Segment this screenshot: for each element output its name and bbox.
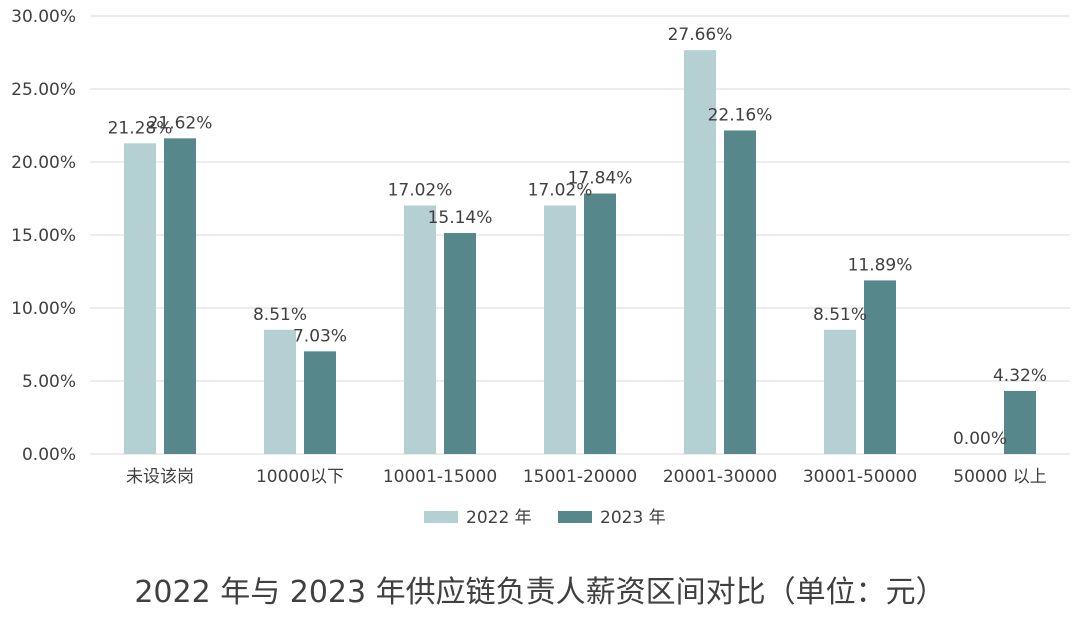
data-label: 21.62% (148, 113, 213, 133)
category-label: 50000 以上 (953, 467, 1046, 487)
y-tick-label: 0.00% (22, 445, 76, 465)
category-label: 10001-15000 (383, 467, 497, 487)
data-label: 11.89% (848, 255, 913, 275)
category-label: 未设该岗 (126, 467, 194, 487)
category-label: 20001-30000 (663, 467, 777, 487)
category-label: 30001-50000 (803, 467, 917, 487)
bar-2022 (124, 143, 156, 454)
legend-swatch-2022 (424, 511, 458, 523)
y-tick-label: 25.00% (11, 80, 76, 100)
y-tick-label: 5.00% (22, 372, 76, 392)
bar-2023 (164, 138, 196, 454)
data-label: 4.32% (993, 366, 1047, 386)
data-label: 17.02% (388, 181, 453, 201)
bar-2023 (864, 280, 896, 454)
data-label: 8.51% (253, 305, 307, 325)
data-label: 7.03% (293, 326, 347, 346)
legend-label: 2022 年 (466, 508, 532, 528)
legend-label: 2023 年 (600, 508, 666, 528)
bar-2023 (304, 351, 336, 454)
chart-title: 2022 年与 2023 年供应链负责人薪资区间对比（单位：元） (134, 575, 945, 610)
legend-swatch-2023 (558, 511, 592, 523)
data-label: 15.14% (428, 208, 493, 228)
bar-2022 (264, 329, 296, 454)
data-label: 22.16% (708, 105, 773, 125)
bar-2022 (404, 205, 436, 454)
data-label: 8.51% (813, 305, 867, 325)
y-tick-label: 10.00% (11, 299, 76, 319)
bar-2022 (824, 329, 856, 454)
data-label: 27.66% (668, 25, 733, 45)
data-label: 17.84% (568, 169, 633, 189)
category-label: 15001-20000 (523, 467, 637, 487)
category-label: 10000以下 (256, 467, 344, 487)
data-label: 21.28% (108, 118, 173, 138)
bar-2023 (444, 232, 476, 454)
bar-2022 (684, 50, 716, 454)
bar-2022 (544, 205, 576, 454)
data-label: 0.00% (953, 429, 1007, 449)
y-tick-label: 15.00% (11, 226, 76, 246)
y-tick-label: 20.00% (11, 153, 76, 173)
y-tick-label: 30.00% (11, 7, 76, 27)
bar-2023 (1004, 390, 1036, 454)
data-label: 17.02% (528, 181, 593, 201)
bar-2023 (584, 193, 616, 454)
bar-2023 (724, 130, 756, 455)
